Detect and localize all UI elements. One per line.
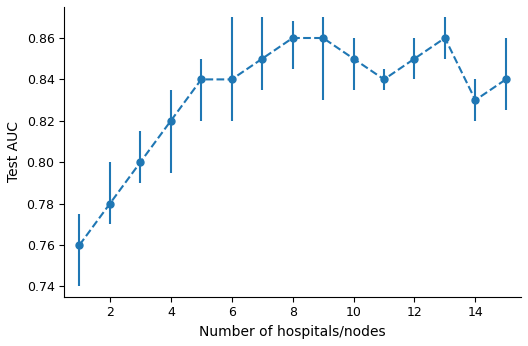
X-axis label: Number of hospitals/nodes: Number of hospitals/nodes: [200, 325, 386, 339]
Y-axis label: Test AUC: Test AUC: [7, 121, 21, 182]
